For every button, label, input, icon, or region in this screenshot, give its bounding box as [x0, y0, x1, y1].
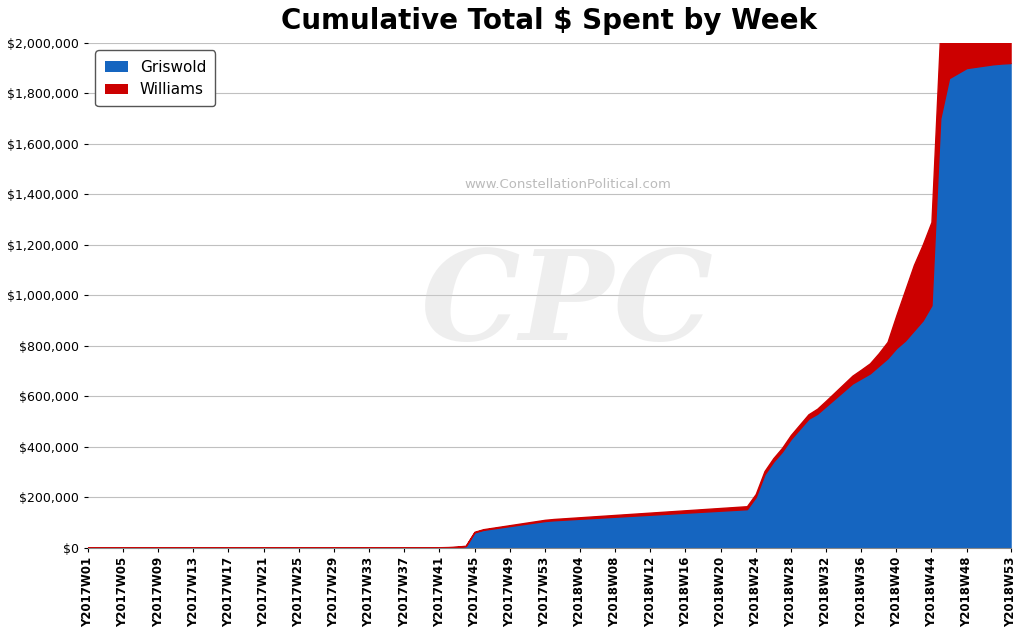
Text: CPC: CPC	[421, 245, 714, 366]
Title: Cumulative Total $ Spent by Week: Cumulative Total $ Spent by Week	[282, 7, 817, 35]
Legend: Griswold, Williams: Griswold, Williams	[95, 51, 215, 107]
Text: www.ConstellationPolitical.com: www.ConstellationPolitical.com	[464, 178, 671, 191]
